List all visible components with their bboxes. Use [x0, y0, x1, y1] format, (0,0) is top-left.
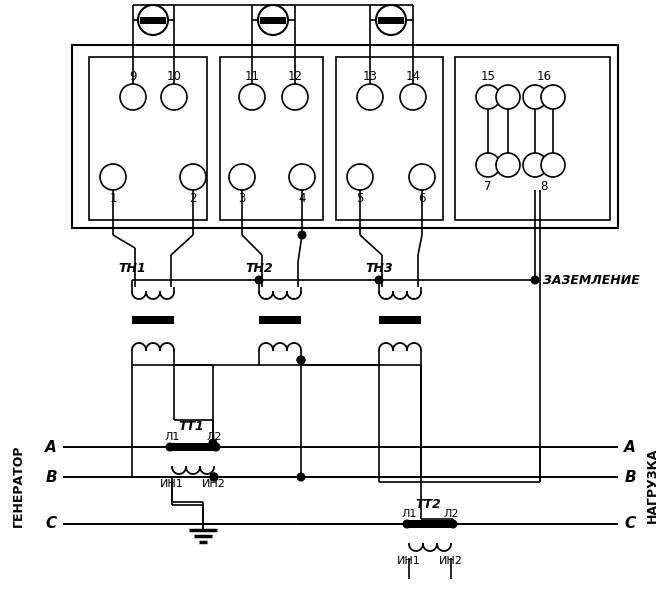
- Circle shape: [347, 164, 373, 190]
- Text: 7: 7: [484, 179, 492, 193]
- Bar: [407, 520, 453, 528]
- Circle shape: [523, 85, 547, 109]
- Text: 13: 13: [362, 70, 377, 84]
- Text: A: A: [624, 439, 636, 455]
- Text: ИН2: ИН2: [439, 556, 463, 566]
- Text: 2: 2: [189, 191, 197, 205]
- Circle shape: [297, 356, 306, 364]
- Bar: [336, 57, 443, 220]
- Circle shape: [258, 5, 288, 35]
- Text: 6: 6: [418, 191, 425, 205]
- Circle shape: [297, 231, 306, 240]
- Text: B: B: [624, 470, 636, 485]
- Circle shape: [476, 85, 500, 109]
- Text: Л1: Л1: [164, 432, 180, 442]
- Text: ИН1: ИН1: [397, 556, 421, 566]
- Circle shape: [297, 473, 306, 482]
- Bar: [132, 316, 174, 324]
- Text: ИН1: ИН1: [160, 479, 184, 489]
- Circle shape: [541, 85, 565, 109]
- Circle shape: [496, 85, 520, 109]
- Text: Л2: Л2: [206, 432, 222, 442]
- Circle shape: [409, 164, 435, 190]
- Text: НАГРУЗКА: НАГРУЗКА: [645, 448, 659, 523]
- Bar: [140, 16, 165, 23]
- Bar: [220, 57, 323, 220]
- Bar: [260, 16, 285, 23]
- Circle shape: [523, 153, 547, 177]
- Circle shape: [210, 473, 218, 482]
- Text: 4: 4: [298, 191, 306, 205]
- Text: ЗАЗЕМЛЕНИЕ: ЗАЗЕМЛЕНИЕ: [543, 273, 640, 287]
- Text: 16: 16: [537, 70, 551, 84]
- Circle shape: [403, 520, 411, 529]
- Text: 1: 1: [109, 191, 117, 205]
- Bar: [72, 45, 618, 228]
- Circle shape: [229, 164, 255, 190]
- Bar: [455, 57, 610, 220]
- Text: 10: 10: [167, 70, 182, 84]
- Text: ТН1: ТН1: [118, 261, 146, 275]
- Text: ТН3: ТН3: [365, 261, 393, 275]
- Bar: [170, 443, 216, 451]
- Bar: [259, 316, 301, 324]
- Text: 8: 8: [540, 179, 547, 193]
- Circle shape: [531, 276, 539, 285]
- Text: ТТ1: ТТ1: [178, 421, 204, 433]
- Text: ТН2: ТН2: [245, 261, 273, 275]
- Text: ТТ2: ТТ2: [415, 497, 441, 510]
- Circle shape: [180, 164, 206, 190]
- Circle shape: [255, 276, 263, 285]
- Circle shape: [541, 153, 565, 177]
- Bar: [379, 16, 404, 23]
- Text: Л1: Л1: [401, 509, 417, 519]
- Circle shape: [282, 84, 308, 110]
- Text: 5: 5: [356, 191, 364, 205]
- Circle shape: [448, 520, 458, 529]
- Circle shape: [138, 5, 168, 35]
- Circle shape: [161, 84, 187, 110]
- Text: 12: 12: [287, 70, 302, 84]
- Text: C: C: [624, 517, 636, 532]
- Circle shape: [239, 84, 265, 110]
- Text: ГЕНЕРАТОР: ГЕНЕРАТОР: [11, 444, 25, 527]
- Text: B: B: [45, 470, 57, 485]
- Circle shape: [297, 356, 306, 364]
- Text: C: C: [46, 517, 57, 532]
- Bar: [379, 316, 421, 324]
- Text: ИН2: ИН2: [202, 479, 226, 489]
- Circle shape: [289, 164, 315, 190]
- Circle shape: [208, 438, 218, 447]
- Text: 15: 15: [480, 70, 495, 84]
- Text: 9: 9: [129, 70, 137, 84]
- Bar: [89, 57, 207, 220]
- Circle shape: [496, 153, 520, 177]
- Circle shape: [210, 473, 218, 482]
- Text: Л2: Л2: [444, 509, 459, 519]
- Circle shape: [400, 84, 426, 110]
- Text: A: A: [45, 439, 57, 455]
- Circle shape: [375, 276, 383, 285]
- Circle shape: [165, 442, 174, 452]
- Circle shape: [100, 164, 126, 190]
- Circle shape: [476, 153, 500, 177]
- Circle shape: [376, 5, 406, 35]
- Circle shape: [357, 84, 383, 110]
- Circle shape: [212, 442, 220, 452]
- Text: 3: 3: [239, 191, 246, 205]
- Circle shape: [120, 84, 146, 110]
- Text: 11: 11: [245, 70, 259, 84]
- Text: 14: 14: [405, 70, 421, 84]
